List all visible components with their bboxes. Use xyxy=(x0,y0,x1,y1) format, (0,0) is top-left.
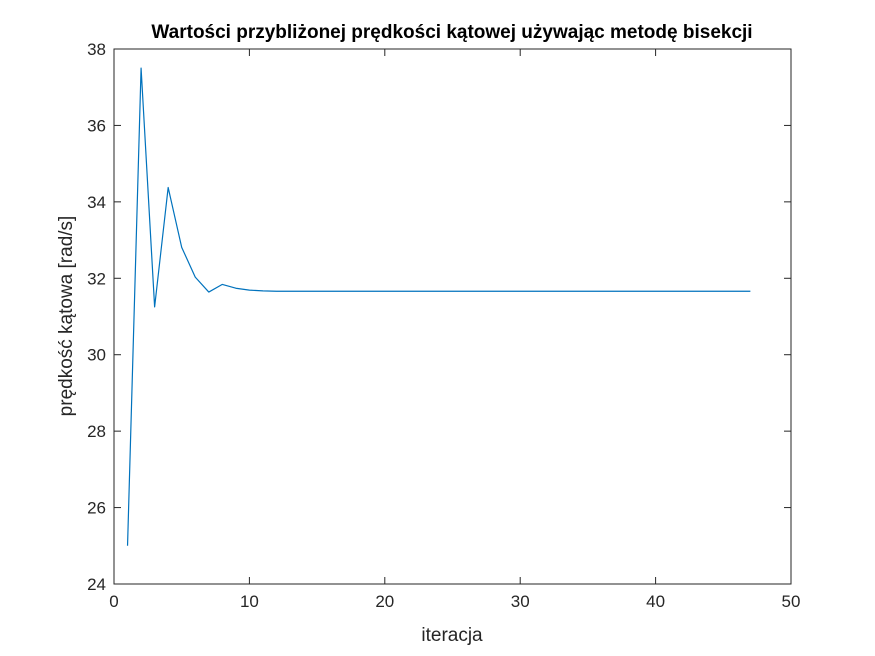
x-tick-label: 10 xyxy=(240,592,259,611)
y-tick-label: 24 xyxy=(87,575,106,594)
y-axis-label: prędkość kątowa [rad/s] xyxy=(56,216,77,417)
chart-title: Wartości przybliżonej prędkości kątowej … xyxy=(151,22,752,43)
plot-area xyxy=(113,48,792,585)
y-tick-label: 32 xyxy=(87,269,106,288)
x-tick-label: 30 xyxy=(511,592,530,611)
y-tick-label: 26 xyxy=(87,499,106,518)
y-tick-label: 30 xyxy=(87,346,106,365)
x-tick-label: 50 xyxy=(782,592,801,611)
y-tick-label: 36 xyxy=(87,116,106,135)
y-axis: 24 26 28 30 32 34 36 38 xyxy=(87,40,791,594)
x-axis: 0 10 20 30 40 50 xyxy=(109,49,800,611)
x-axis-label: iteracja xyxy=(421,625,483,646)
series-line xyxy=(126,67,751,546)
y-tick-label: 34 xyxy=(87,193,106,212)
x-tick-label: 0 xyxy=(109,592,118,611)
series-layer xyxy=(126,67,751,546)
y-tick-label: 28 xyxy=(87,422,106,441)
y-tick-label: 38 xyxy=(87,40,106,59)
x-tick-label: 20 xyxy=(375,592,394,611)
x-tick-label: 40 xyxy=(646,592,665,611)
